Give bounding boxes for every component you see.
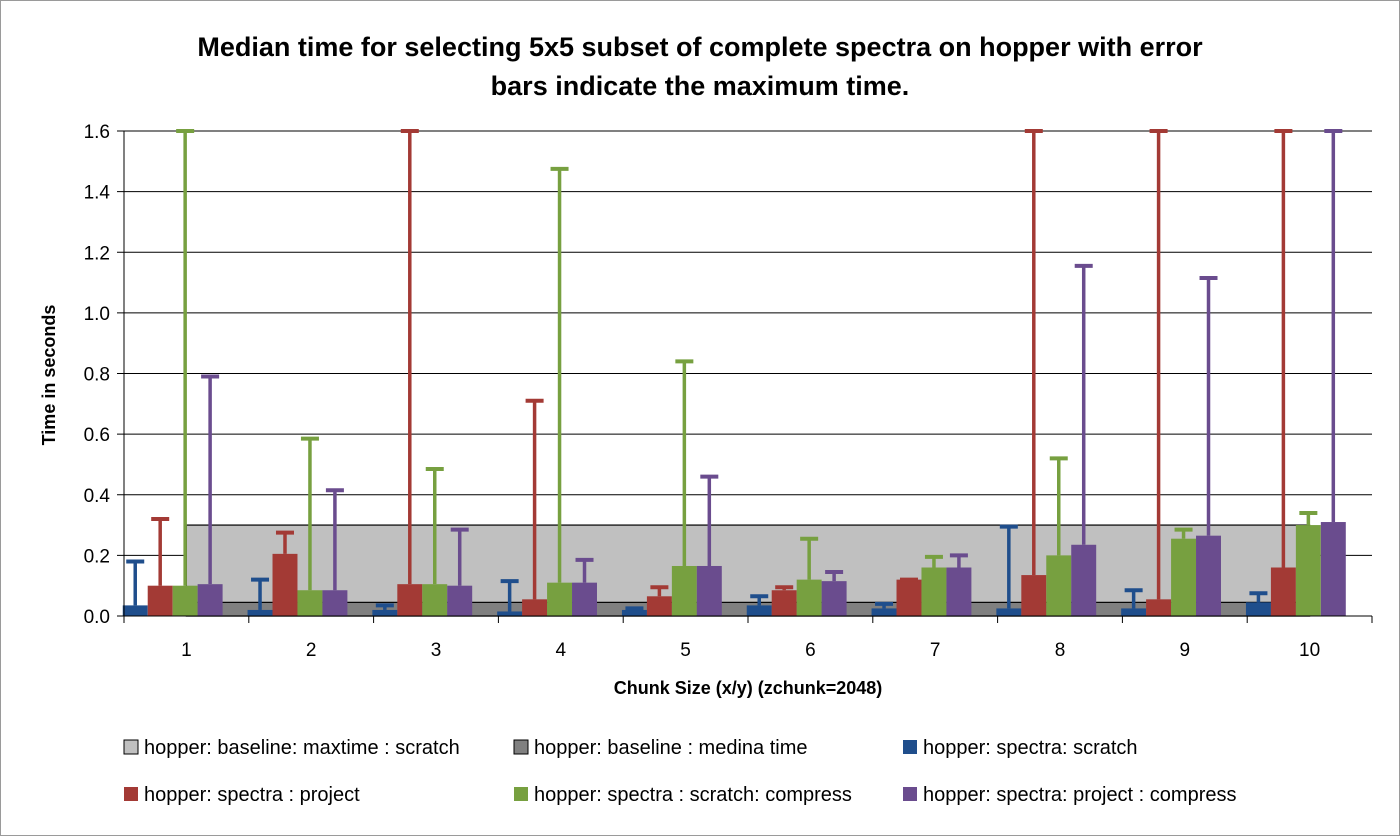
axes [117, 130, 1373, 623]
legend-label: hopper: spectra: scratch [923, 737, 1138, 759]
legend-label: hopper: spectra: project : compress [923, 784, 1236, 806]
bar [921, 567, 947, 616]
baseline-areas [185, 524, 1311, 617]
x-tick-label: 6 [805, 640, 816, 661]
legend-swatch [124, 787, 138, 801]
bar [1171, 538, 1197, 616]
bar [572, 582, 597, 616]
x-tick-label: 10 [1299, 640, 1320, 661]
bar [547, 582, 573, 616]
bar [821, 581, 847, 616]
legend-swatch [123, 739, 139, 755]
bar [522, 599, 548, 616]
legend-swatch [903, 787, 917, 801]
y-tick-labels: 0.0 0.2 0.4 0.6 0.8 1.0 1.2 1.4 1.6 [84, 122, 111, 628]
y-tick-label: 1.0 [84, 304, 110, 325]
bar [871, 608, 897, 616]
bar [1320, 522, 1346, 616]
x-tick-label: 1 [181, 640, 192, 661]
bar [147, 585, 173, 616]
bar [372, 609, 398, 616]
bar [1295, 525, 1321, 616]
bar [1071, 544, 1097, 616]
bar [646, 596, 672, 616]
y-tick-label: 1.6 [84, 122, 110, 143]
baseline-maxtime-area [185, 524, 1311, 617]
x-tick-labels: 1 2 3 4 5 6 7 8 9 10 [181, 640, 1320, 661]
bar [122, 605, 148, 616]
legend-swatch [903, 740, 917, 754]
legend-swatch [513, 739, 529, 755]
bar [896, 579, 922, 616]
bar [1121, 608, 1147, 616]
bar [671, 565, 697, 616]
legend-label: hopper: baseline: maxtime : scratch [144, 737, 460, 759]
bar [621, 609, 647, 616]
bar [1196, 535, 1221, 616]
x-tick-label: 2 [306, 640, 317, 661]
y-tick-label: 0.6 [84, 425, 110, 446]
bar [696, 565, 722, 616]
legend-label: hopper: spectra : project [144, 784, 360, 806]
error-bars [126, 129, 1343, 612]
bar [1245, 602, 1271, 616]
bar [297, 590, 323, 616]
legend: hopper: baseline: maxtime : scratch hoppe… [123, 737, 1236, 806]
bar [272, 553, 298, 616]
bar [322, 590, 348, 616]
bar [172, 585, 198, 616]
x-tick-label: 5 [680, 640, 691, 661]
bar [422, 584, 448, 616]
bar [1146, 599, 1172, 616]
y-tick-label: 0.4 [84, 486, 111, 507]
x-tick-label: 7 [930, 640, 941, 661]
chart-title-line-1: Median time for selecting 5x5 subset of … [197, 32, 1203, 62]
y-tick-label: 0.2 [84, 546, 110, 567]
legend-swatch [514, 787, 528, 801]
bars [122, 522, 1346, 616]
bar [796, 579, 822, 616]
bar [1021, 575, 1047, 616]
bar [1270, 567, 1296, 616]
y-tick-label: 0.0 [84, 607, 110, 628]
bar [447, 585, 473, 616]
bar [771, 590, 797, 616]
bar [497, 611, 523, 616]
x-tick-label: 4 [556, 640, 567, 661]
bar [1046, 555, 1072, 616]
bar [397, 584, 423, 616]
y-tick-label: 0.8 [84, 365, 110, 386]
y-tick-label: 1.2 [84, 243, 110, 264]
x-axis-title: Chunk Size (x/y) (zchunk=2048) [614, 678, 883, 698]
bar [996, 608, 1022, 616]
bar [197, 584, 223, 616]
x-tick-label: 3 [431, 640, 442, 661]
x-tick-label: 9 [1180, 640, 1191, 661]
x-tick-label: 8 [1055, 640, 1066, 661]
y-tick-label: 1.4 [84, 183, 111, 204]
bar [247, 609, 273, 616]
bar [746, 605, 772, 616]
bar [946, 567, 972, 616]
chart-title-line-2: bars indicate the maximum time. [491, 71, 910, 101]
y-axis-title: Time in seconds [39, 305, 59, 446]
legend-label: hopper: baseline : medina time [534, 737, 808, 759]
legend-label: hopper: spectra : scratch: compress [534, 784, 852, 806]
